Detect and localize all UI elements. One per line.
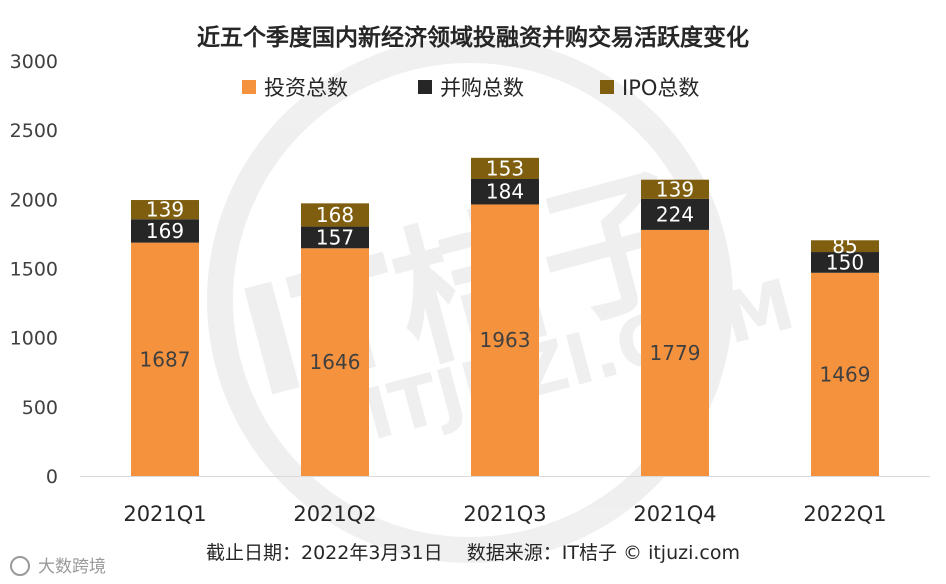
bar-segment xyxy=(471,178,539,205)
y-tick-label: 2500 xyxy=(10,120,58,142)
bar-segment xyxy=(811,272,879,476)
bar-segment xyxy=(811,240,879,253)
y-tick-label: 500 xyxy=(22,397,58,419)
chart-title: 近五个季度国内新经济领域投融资并购交易活跃度变化 xyxy=(197,24,749,51)
data-label: 224 xyxy=(656,202,694,226)
legend-label: 投资总数 xyxy=(264,76,348,100)
x-tick-label: 2021Q1 xyxy=(123,502,206,526)
bar-segment xyxy=(301,203,369,227)
source-note: 截止日期：2022年3月31日 数据来源：IT桔子 © itjuzi.com xyxy=(206,542,740,564)
bars: 1687169139164615716819631841531779224139… xyxy=(131,156,879,476)
data-label: 85 xyxy=(832,234,857,258)
x-axis: 2021Q1 2021Q2 2021Q3 2021Q4 2022Q1 xyxy=(80,476,930,526)
x-tick-label: 2021Q3 xyxy=(463,502,546,526)
data-label: 1779 xyxy=(650,341,701,365)
y-axis: 0 500 1000 1500 2000 2500 3000 xyxy=(10,51,58,488)
data-label: 157 xyxy=(316,225,354,249)
bar-segment xyxy=(641,198,709,230)
bar-segment xyxy=(471,204,539,476)
bar-segment xyxy=(301,226,369,249)
data-label: 153 xyxy=(486,156,524,180)
bar-segment xyxy=(301,248,369,476)
x-tick-label: 2021Q2 xyxy=(293,502,376,526)
data-label: 1963 xyxy=(480,328,531,352)
legend-swatch xyxy=(418,80,432,94)
legend-swatch xyxy=(600,80,614,94)
legend: 投资总数 并购总数 IPO总数 xyxy=(242,76,699,100)
bar-segment xyxy=(641,179,709,199)
y-tick-label: 3000 xyxy=(10,51,58,73)
bar-segment xyxy=(641,229,709,476)
bar-segment xyxy=(811,252,879,273)
data-label: 139 xyxy=(146,198,184,222)
y-tick-label: 0 xyxy=(46,466,58,488)
data-label: 1646 xyxy=(310,350,361,374)
legend-swatch xyxy=(242,80,256,94)
data-label: 1469 xyxy=(820,362,871,386)
y-tick-label: 1000 xyxy=(10,328,58,350)
y-tick-label: 1500 xyxy=(10,259,58,281)
bar-segment xyxy=(131,219,199,243)
corner-logo: 大数跨境 xyxy=(10,556,106,577)
corner-logo-text: 大数跨境 xyxy=(38,557,106,577)
data-label: 139 xyxy=(656,177,694,201)
bar-segment xyxy=(131,242,199,476)
legend-label: 并购总数 xyxy=(440,76,524,100)
corner-logo-icon xyxy=(10,556,30,576)
legend-label: IPO总数 xyxy=(622,76,699,100)
x-tick-label: 2022Q1 xyxy=(803,502,886,526)
data-label: 168 xyxy=(316,203,354,227)
bar-segment xyxy=(131,200,199,220)
data-label: 150 xyxy=(826,250,864,274)
data-label: 169 xyxy=(146,219,184,243)
y-tick-label: 2000 xyxy=(10,189,58,211)
data-label: 1687 xyxy=(140,347,191,371)
x-tick-label: 2021Q4 xyxy=(633,502,716,526)
bar-segment xyxy=(471,157,539,179)
watermark-circle xyxy=(207,37,733,563)
data-label: 184 xyxy=(486,180,524,204)
